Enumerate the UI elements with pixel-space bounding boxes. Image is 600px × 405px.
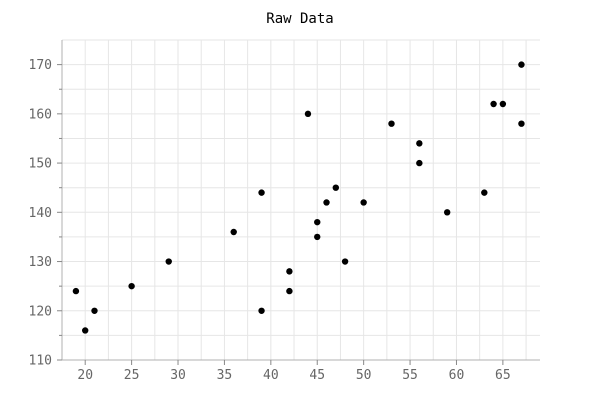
data-point	[481, 189, 488, 196]
data-point	[518, 120, 525, 127]
data-point	[518, 61, 525, 68]
y-tick-label: 140	[29, 206, 52, 221]
data-point	[416, 140, 423, 147]
y-tick-label: 170	[29, 58, 52, 73]
data-point	[499, 100, 507, 108]
x-tick-label: 45	[309, 368, 325, 383]
data-point	[258, 307, 265, 314]
data-point	[286, 268, 293, 275]
data-point	[314, 218, 321, 226]
y-tick-label: 120	[29, 304, 52, 319]
x-tick-label: 25	[124, 368, 140, 383]
axes	[57, 40, 540, 365]
data-point	[258, 189, 265, 196]
x-tick-label: 40	[263, 368, 279, 383]
x-tick-label: 65	[495, 368, 511, 383]
data-point	[314, 233, 321, 241]
data-point	[230, 228, 237, 236]
x-tick-label: 55	[402, 368, 418, 383]
data-point	[341, 258, 349, 265]
x-tick-label: 20	[77, 368, 93, 383]
data-point	[286, 287, 293, 295]
data-point	[332, 184, 340, 191]
data-point	[165, 258, 172, 265]
y-tick-label: 110	[29, 354, 52, 369]
x-tick-label: 50	[356, 368, 372, 383]
data-point	[91, 307, 98, 314]
chart-title: Raw Data	[266, 11, 333, 27]
data-point	[128, 282, 135, 290]
y-tick-label: 160	[29, 107, 52, 122]
tick-labels: 110 120 130 140 150 160 170 20 25 30 35 40 45 50 55 60 6…	[29, 58, 511, 383]
data-point	[304, 110, 312, 118]
data-point	[416, 159, 423, 167]
data-point	[490, 100, 497, 108]
x-tick-label: 35	[217, 368, 233, 383]
y-tick-label: 150	[29, 157, 52, 172]
x-tick-label: 30	[170, 368, 186, 383]
data-point	[388, 120, 395, 127]
x-tick-label: 60	[449, 368, 465, 383]
data-points	[72, 61, 525, 334]
data-point	[72, 287, 80, 295]
data-point	[360, 199, 367, 206]
data-point	[443, 209, 451, 216]
y-tick-label: 130	[29, 255, 52, 270]
data-point	[323, 199, 330, 206]
data-point	[82, 327, 89, 334]
